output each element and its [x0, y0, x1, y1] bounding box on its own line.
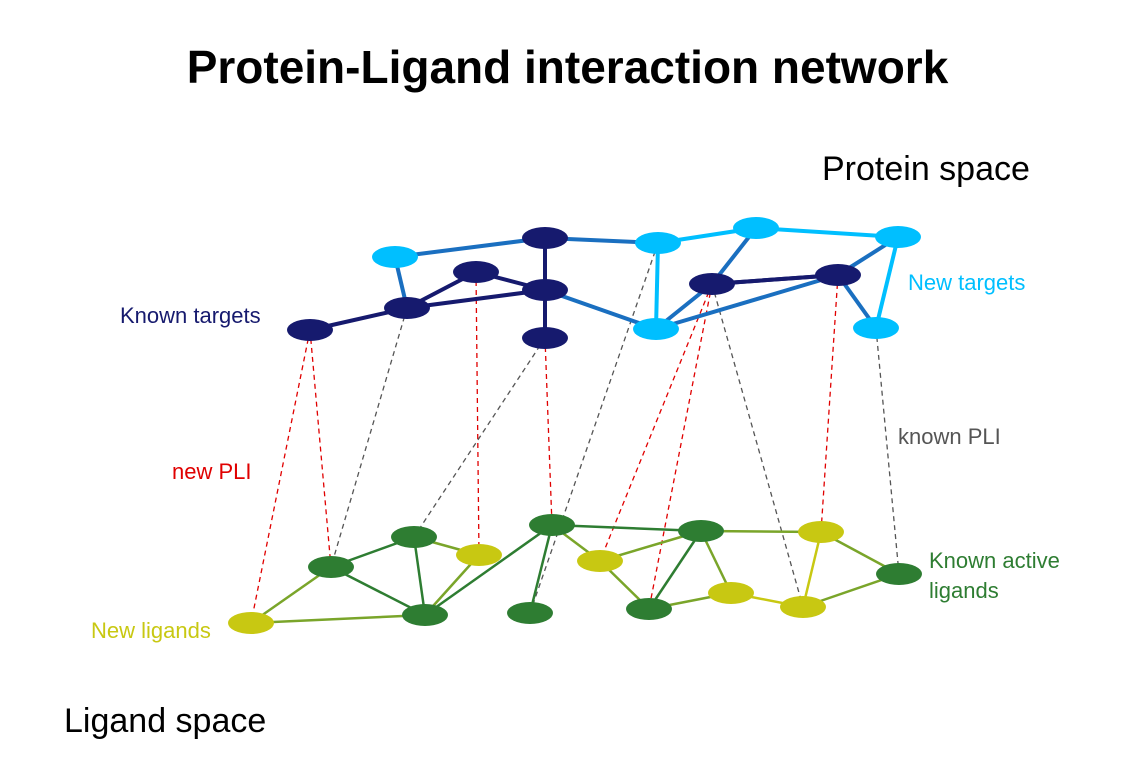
new-ligand-node [708, 582, 754, 604]
known-ligand-node [876, 563, 922, 585]
ligand-edge [250, 565, 332, 625]
new-pli-link [309, 329, 332, 568]
known-target-node [815, 264, 861, 286]
ligand-edge [801, 531, 823, 608]
protein-edge [654, 242, 660, 330]
known-pli-link [529, 242, 659, 614]
new-target-node [633, 318, 679, 340]
new-pli-link [648, 283, 713, 610]
protein-nodes [287, 217, 921, 349]
known-ligand-node [402, 604, 448, 626]
new-targets-label: New targets [908, 270, 1026, 295]
protein-edge [394, 236, 546, 259]
new-pli-link [544, 337, 553, 526]
known-ligand-node [678, 520, 724, 542]
new-ligand-node [577, 550, 623, 572]
new-pli-label: new PLI [172, 459, 252, 484]
page-title: Protein-Ligand interaction network [186, 41, 949, 93]
new-pli-link [599, 283, 713, 562]
ligand-edge [412, 536, 427, 616]
known-pli-link [413, 337, 546, 538]
ligand-space-label: Ligand space [64, 702, 267, 740]
ligand-edge [528, 524, 554, 614]
ligand-nodes [228, 514, 922, 634]
new-target-node [733, 217, 779, 239]
known-target-node [287, 319, 333, 341]
known-ligand-node [507, 602, 553, 624]
known-ligand-node [391, 526, 437, 548]
known-targets-label: Known targets [120, 303, 261, 328]
ligand-edge [647, 530, 703, 610]
new-target-node [372, 246, 418, 268]
interaction-links [250, 242, 900, 624]
ligand-edge [250, 613, 426, 625]
known-target-node [522, 227, 568, 249]
known-pli-link [711, 283, 804, 608]
new-ligand-node [780, 596, 826, 618]
new-ligand-node [456, 544, 502, 566]
new-pli-link [250, 329, 311, 624]
ligand-edge [551, 523, 702, 533]
known-pli-label: known PLI [898, 424, 1001, 449]
new-ligands-label: New ligands [91, 618, 211, 643]
new-target-node [635, 232, 681, 254]
new-pli-link [820, 274, 839, 533]
known-ligand-node [626, 598, 672, 620]
known-ligand-node [308, 556, 354, 578]
known-pli-link [330, 307, 408, 568]
known-ligand-node [529, 514, 575, 536]
known-target-node [522, 327, 568, 349]
new-target-node [875, 226, 921, 248]
protein-edge [655, 273, 839, 331]
known-target-node [522, 279, 568, 301]
known-target-node [384, 297, 430, 319]
protein-edge [755, 226, 899, 239]
new-target-node [853, 317, 899, 339]
protein-space-label: Protein space [822, 150, 1030, 188]
known-pli-link [875, 327, 900, 575]
protein-edge [406, 288, 546, 310]
known-target-node [689, 273, 735, 295]
new-pli-link [475, 271, 480, 556]
protein-edges [309, 226, 900, 338]
protein-edge [874, 236, 900, 329]
known-active-ligands-line2: ligands [929, 578, 999, 603]
known-active-ligands-line1: Known active [929, 548, 1060, 573]
new-ligand-node [798, 521, 844, 543]
known-active-ligands-label: Known active ligands [929, 546, 1060, 606]
known-target-node [453, 261, 499, 283]
ligand-edge [424, 523, 553, 617]
new-ligand-node [228, 612, 274, 634]
